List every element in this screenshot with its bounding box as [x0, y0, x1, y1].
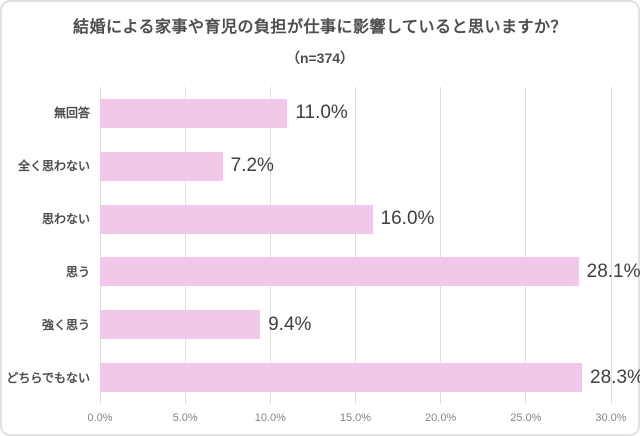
chart-subtitle: （n=374） [285, 50, 355, 66]
bar [100, 257, 579, 287]
gridline [99, 87, 101, 404]
value-label: 28.1% [586, 260, 640, 282]
value-label: 28.3% [590, 366, 640, 388]
category-label: 無回答 [53, 106, 90, 121]
value-label: 11.0% [295, 102, 348, 124]
chart-title: 結婚による家事や育児の負担が仕事に影響していると思いますか？ [72, 19, 568, 36]
category-label: 強く思う [41, 317, 90, 332]
bar [100, 151, 223, 181]
bar [100, 363, 583, 393]
bar [100, 310, 261, 340]
x-tick-label: 0.0% [87, 412, 113, 424]
x-tick-label: 30.0% [595, 412, 627, 424]
category-label: 全く思わない [17, 159, 90, 174]
gridline [269, 87, 271, 404]
category-label: 思う [65, 264, 90, 279]
gridline [610, 87, 612, 404]
gridline [355, 87, 356, 404]
category-label: どちらでもない [6, 370, 90, 385]
gridline [525, 87, 527, 404]
x-tick-label: 5.0% [172, 412, 198, 424]
x-tick-label: 25.0% [510, 412, 542, 424]
x-tick-label: 15.0% [339, 412, 372, 424]
gridline [440, 87, 442, 404]
bar [100, 98, 288, 128]
x-tick-label: 20.0% [425, 412, 457, 424]
value-label: 7.2% [230, 155, 274, 177]
value-label: 16.0% [380, 208, 435, 230]
x-tick-label: 10.0% [254, 412, 286, 424]
bar [100, 204, 373, 234]
value-label: 9.4% [268, 313, 312, 335]
gridline [184, 87, 186, 404]
chart-plot-area: 0.0% 5.0% 10.0% 15.0% 20.0% 25.0% 30.0% 無回答 11.0… [2, 87, 640, 432]
category-label: 思わない [41, 212, 90, 227]
